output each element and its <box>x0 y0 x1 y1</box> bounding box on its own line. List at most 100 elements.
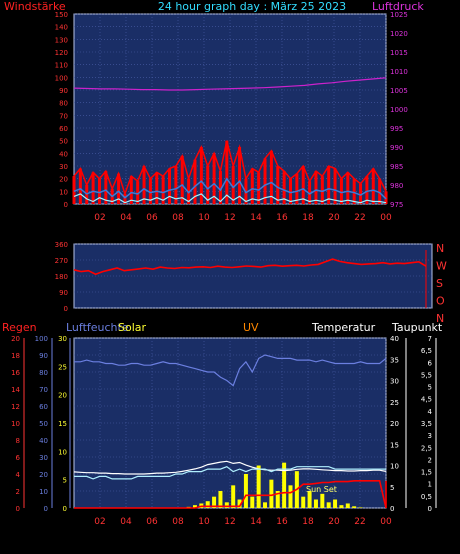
dewpoint-tick-label: 2 <box>428 456 432 464</box>
time-tick-label: 22 <box>354 213 365 223</box>
chart-title: 24 hour graph day : März 25 2023 <box>158 0 346 13</box>
pressure-tick-label: 1005 <box>390 87 408 95</box>
humidity-tick-label: 60 <box>39 403 48 411</box>
direction-tick-label: 0 <box>64 305 68 313</box>
solar-bar <box>205 501 210 508</box>
dewpoint-tick-label: 3,5 <box>421 420 432 428</box>
rain-series <box>74 479 387 509</box>
dewpoint-tick-label: 5 <box>428 384 432 392</box>
uv-axis-title: UV <box>243 321 259 334</box>
dewpoint-tick-label: 7 <box>428 335 432 343</box>
rain-tick-label: 12 <box>11 403 20 411</box>
rain-tick-label: 20 <box>11 335 20 343</box>
compass-label: N <box>436 242 444 255</box>
humidity-tick-label: 80 <box>39 369 48 377</box>
solar-tick-label: 30 <box>58 335 67 343</box>
sunset-annotation: Sun Set <box>306 485 337 494</box>
dewpoint-tick-label: 1 <box>428 481 432 489</box>
solar-bar <box>313 499 318 508</box>
time-tick-label: 18 <box>302 517 314 527</box>
direction-tick-label: 180 <box>55 273 68 281</box>
dewpoint-tick-label: 0 <box>428 505 432 513</box>
solar-tick-label: 10 <box>58 448 67 456</box>
time-tick-label: 10 <box>198 213 210 223</box>
solar-bar <box>345 503 350 508</box>
solar-bar <box>256 465 261 508</box>
rain-tick-label: 2 <box>16 488 20 496</box>
solar-bar <box>263 502 268 508</box>
pressure-tick-label: 980 <box>390 182 403 190</box>
humidity-tick-label: 90 <box>39 352 48 360</box>
temperature-tick-label: 5 <box>390 484 394 492</box>
time-tick-label: 08 <box>172 213 184 223</box>
time-tick-label: 12 <box>224 213 235 223</box>
solar-bar <box>243 474 248 508</box>
compass-label: O <box>436 295 445 308</box>
rain-tick-label: 4 <box>16 471 21 479</box>
humidity-tick-label: 100 <box>35 335 48 343</box>
pressure-series <box>73 77 387 91</box>
dewpoint-tick-label: 5,5 <box>421 371 432 379</box>
dewpoint-tick-label: 6,5 <box>421 347 432 355</box>
solar-bar <box>358 507 363 508</box>
time-tick-label: 04 <box>120 213 132 223</box>
time-tick-label: 20 <box>328 517 340 527</box>
solar-tick-label: 5 <box>63 477 67 485</box>
rain-tick-label: 14 <box>11 386 20 394</box>
time-tick-label: 00 <box>380 213 392 223</box>
direction-tick-label: 90 <box>59 289 68 297</box>
humidity-axis-title: Luftfeuchte <box>66 321 129 334</box>
solar-tick-label: 15 <box>58 420 67 428</box>
humidity-tick-label: 50 <box>39 420 48 428</box>
dewpoint-tick-label: 6 <box>428 359 433 367</box>
solar-bar <box>275 491 280 508</box>
wind-tick-label: 20 <box>59 176 68 184</box>
direction-tick-label: 360 <box>55 241 68 249</box>
solar-bar <box>224 502 229 508</box>
solar-bar <box>301 496 306 508</box>
temperature-tick-label: 35 <box>390 356 399 364</box>
wind-tick-label: 0 <box>64 201 68 209</box>
dewpoint-tick-label: 1,5 <box>421 469 432 477</box>
wind-tick-label: 40 <box>59 150 68 158</box>
time-tick-label: 14 <box>250 213 262 223</box>
pressure-tick-label: 1010 <box>390 68 408 76</box>
wind-tick-label: 90 <box>59 87 68 95</box>
solar-bar <box>282 462 287 508</box>
pressure-tick-label: 1000 <box>390 106 408 114</box>
temperature-tick-label: 0 <box>390 505 394 513</box>
temperature-tick-label: 10 <box>390 463 399 471</box>
humidity-tick-label: 20 <box>39 471 48 479</box>
wind-avg-series <box>73 177 387 200</box>
temperature-tick-label: 25 <box>390 399 399 407</box>
solar-tick-label: 0 <box>63 505 67 513</box>
time-tick-label: 06 <box>146 213 158 223</box>
wind-tick-label: 110 <box>55 62 68 70</box>
solar-bar <box>231 485 236 508</box>
wind-tick-label: 30 <box>59 163 68 171</box>
wind-max-series <box>73 140 387 197</box>
time-tick-label: 04 <box>120 517 132 527</box>
wind-min-series <box>73 193 387 204</box>
solar-bar <box>326 502 331 508</box>
dewpoint-series <box>74 466 386 480</box>
pressure-axis-title: Luftdruck <box>372 0 424 13</box>
solar-tick-label: 20 <box>58 392 67 400</box>
rain-tick-label: 8 <box>16 437 20 445</box>
time-tick-label: 10 <box>198 517 210 527</box>
rain-axis-title: Regen <box>2 321 37 334</box>
temperature-tick-label: 20 <box>390 420 399 428</box>
humidity-tick-label: 70 <box>39 386 48 394</box>
dewpoint-tick-label: 3 <box>428 432 432 440</box>
solar-bar <box>192 505 197 508</box>
solar-bar <box>339 505 344 508</box>
pressure-tick-label: 995 <box>390 125 403 133</box>
temperature-series <box>73 460 387 475</box>
humidity-tick-label: 30 <box>39 454 48 462</box>
direction-chart-area <box>73 243 433 309</box>
wind-tick-label: 140 <box>55 24 68 32</box>
dewpoint-axis-title: Taupunkt <box>391 321 443 334</box>
time-tick-label: 00 <box>380 517 392 527</box>
time-tick-label: 16 <box>276 213 288 223</box>
